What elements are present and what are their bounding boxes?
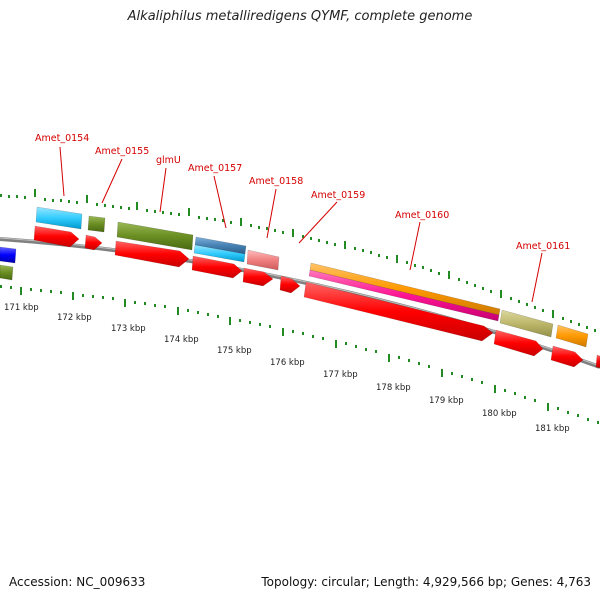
leader-amet-0154 <box>59 146 65 197</box>
feature-amet-0158[interactable] <box>246 249 280 271</box>
kbp-label-181: 181 kbp <box>535 424 570 434</box>
kbp-label-176: 176 kbp <box>270 358 305 368</box>
feature-amet-0157[interactable] <box>193 244 246 263</box>
kbp-label-174: 174 kbp <box>164 335 199 345</box>
cds-arrow-9[interactable] <box>550 345 584 368</box>
gene-label-amet-0154[interactable]: Amet_0154 <box>35 133 89 144</box>
cds-track <box>33 225 600 369</box>
leader-glmu <box>159 167 167 213</box>
cds-arrow-8[interactable] <box>493 329 544 357</box>
kbp-label-173: 173 kbp <box>111 324 146 334</box>
leader-amet-0155 <box>101 158 123 204</box>
feature-right-orange[interactable] <box>555 324 589 348</box>
feature-amet-0154[interactable] <box>35 206 83 230</box>
feature-amet-0160-magenta[interactable] <box>308 269 500 322</box>
cds-arrow-7[interactable] <box>303 281 494 342</box>
gene-label-amet-0159[interactable]: Amet_0159 <box>311 190 365 201</box>
feature-glmu[interactable] <box>116 221 194 251</box>
feature-amet-0161[interactable] <box>499 309 554 338</box>
feature-amet-0155[interactable] <box>87 215 106 233</box>
cds-arrow-2[interactable] <box>84 234 103 251</box>
gene-label-glmu[interactable]: glmU <box>156 155 181 166</box>
kbp-label-179: 179 kbp <box>429 396 464 406</box>
kbp-label-178: 178 kbp <box>376 383 411 393</box>
kbp-labels: 171 kbp 172 kbp 173 kbp 174 kbp 175 kbp … <box>4 303 570 434</box>
leader-amet-0158 <box>266 188 277 239</box>
gene-labels: Amet_0154 Amet_0155 glmU Amet_0157 Amet_… <box>35 133 570 252</box>
gene-label-amet-0160[interactable]: Amet_0160 <box>395 210 449 221</box>
leader-amet-0160 <box>409 221 421 271</box>
kbp-label-171: 171 kbp <box>4 303 39 313</box>
leader-amet-0159 <box>298 201 338 244</box>
gene-label-amet-0161[interactable]: Amet_0161 <box>516 241 570 252</box>
inner-scale <box>0 285 599 424</box>
leader-amet-0161 <box>531 252 543 303</box>
cds-arrow-4[interactable] <box>191 255 243 279</box>
genome-summary-text: Topology: circular; Length: 4,929,566 bp… <box>261 575 591 589</box>
kbp-label-172: 172 kbp <box>57 313 92 323</box>
cds-arrow-1[interactable] <box>33 225 80 248</box>
cds-arrow-3[interactable] <box>114 240 190 268</box>
gene-label-amet-0155[interactable]: Amet_0155 <box>95 146 149 157</box>
label-leaders <box>59 146 543 303</box>
accession-text: Accession: NC_009633 <box>9 575 146 589</box>
leader-amet-0157 <box>213 175 227 229</box>
kbp-label-175: 175 kbp <box>217 346 252 356</box>
feature-track-upper <box>0 206 589 348</box>
map-title: Alkaliphilus metalliredigens QYMF, compl… <box>127 9 473 24</box>
cds-arrow-6[interactable] <box>279 275 301 294</box>
feature-left-olive[interactable] <box>0 264 14 281</box>
cds-arrow-5[interactable] <box>242 267 274 287</box>
cds-arrow-10[interactable] <box>595 354 600 369</box>
gene-label-amet-0157[interactable]: Amet_0157 <box>188 163 242 174</box>
kbp-label-177: 177 kbp <box>323 370 358 380</box>
outer-scale <box>0 189 596 332</box>
kbp-label-180: 180 kbp <box>482 409 517 419</box>
feature-left-blue[interactable] <box>0 246 17 264</box>
gene-label-amet-0158[interactable]: Amet_0158 <box>249 176 303 187</box>
